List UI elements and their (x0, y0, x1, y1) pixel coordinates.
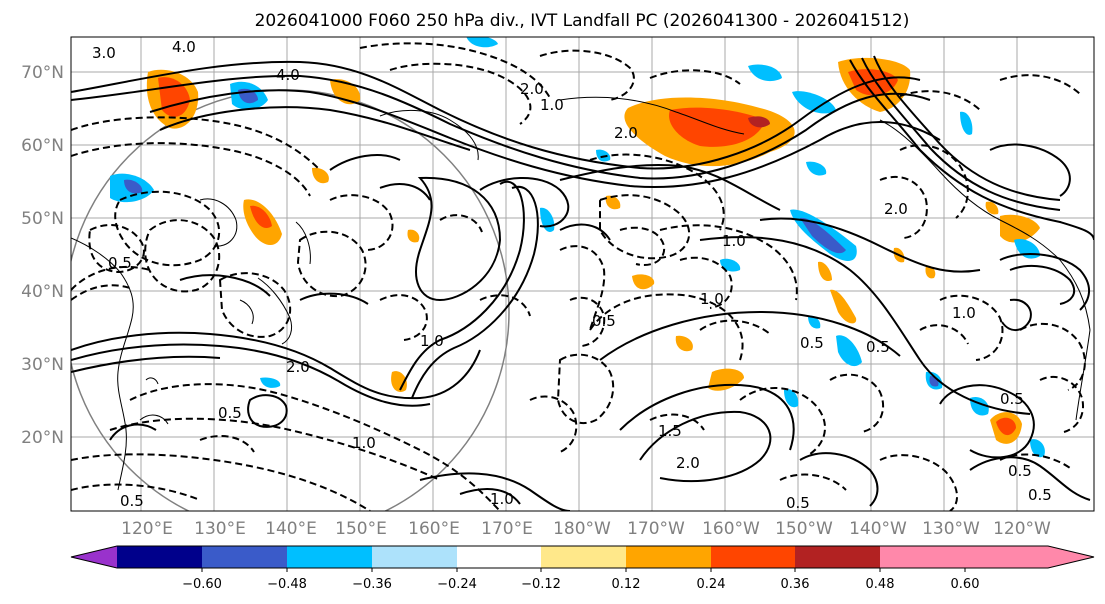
contour-label: 1.5 (658, 422, 682, 440)
colorbar-bin (541, 546, 626, 568)
colorbar-tick-label: 0.24 (697, 577, 726, 592)
contour-label: 0.5 (1028, 486, 1052, 504)
contour-label: 2.0 (520, 80, 544, 98)
colorbar-bin (287, 546, 372, 568)
lat-label: 70°N (21, 63, 64, 83)
colorbar-bin (372, 546, 457, 568)
colorbar-tick-label: 0.60 (951, 577, 980, 592)
longitude-labels: 120°E 130°E 140°E 150°E 160°E 170°E 180°… (121, 519, 1051, 539)
contour-label: 2.0 (286, 358, 310, 376)
lon-label: 120°W (993, 519, 1051, 539)
contour-label: 0.5 (120, 492, 144, 510)
contour-label: 0.5 (1000, 390, 1024, 408)
lon-label: 140°E (265, 519, 317, 539)
solid-contours (71, 55, 1094, 511)
contour-label: 3.0 (92, 44, 116, 62)
lat-label: 40°N (21, 282, 64, 302)
lon-label: 150°W (775, 519, 833, 539)
lon-label: 120°E (121, 519, 173, 539)
contour-label: 2.0 (614, 124, 638, 142)
lon-label: 140°W (849, 519, 907, 539)
contour-label: 2.0 (676, 454, 700, 472)
colorbar-bin (457, 546, 541, 568)
colorbar-tick-label: 0.36 (781, 577, 810, 592)
colorbar-outline (70, 545, 1095, 569)
contour-label: 1.0 (352, 434, 376, 452)
colorbar-tick-label: −0.12 (521, 577, 561, 592)
lon-label: 170°E (481, 519, 533, 539)
lat-label: 30°N (21, 355, 64, 375)
contour-label: 2.0 (884, 200, 908, 218)
lon-label: 130°W (922, 519, 980, 539)
lon-label: 180°W (553, 519, 611, 539)
colorbar-bin (202, 546, 287, 568)
map-panel: 3.0 4.0 4.0 2.0 1.0 2.0 0.5 1.0 1.0 1.5 … (71, 37, 1094, 512)
lon-label: 150°E (335, 519, 387, 539)
contour-label: 1.0 (952, 304, 976, 322)
colorbar-tick-label: −0.48 (267, 577, 307, 592)
lat-label: 20°N (21, 428, 64, 448)
lon-label: 130°E (194, 519, 246, 539)
colorbar-tick-label: −0.60 (182, 577, 222, 592)
contour-label: 1.0 (420, 332, 444, 350)
coastlines (71, 96, 1091, 491)
figure-title: 2026041000 F060 250 hPa div., IVT Landfa… (255, 11, 910, 31)
contour-label: 0.5 (866, 338, 890, 356)
contour-label: 1.0 (490, 490, 514, 508)
lat-label: 60°N (21, 136, 64, 156)
colorbar-tick-label: −0.36 (352, 577, 392, 592)
contour-label: 0.5 (218, 404, 242, 422)
lon-label: 170°W (627, 519, 685, 539)
colorbar-bin (711, 546, 795, 568)
contour-label: 1.0 (722, 232, 746, 250)
contour-label: 0.5 (786, 494, 810, 512)
contour-label: 1.0 (700, 290, 724, 308)
colorbar-extend-high (880, 546, 1094, 568)
colorbar-tick-label: 0.48 (866, 577, 895, 592)
contour-label: 0.5 (1008, 462, 1032, 480)
contour-label: 4.0 (276, 66, 300, 84)
lat-label: 50°N (21, 209, 64, 229)
colorbar-tick-label: −0.24 (437, 577, 477, 592)
divergence-shading (110, 37, 1045, 458)
contour-labels: 3.0 4.0 4.0 2.0 1.0 2.0 0.5 1.0 1.0 1.5 … (92, 38, 1052, 512)
colorbar-bin (117, 546, 202, 568)
colorbar: −0.60 −0.48 −0.36 −0.24 −0.12 0.12 0.24 … (70, 545, 1095, 592)
contour-label: 0.5 (108, 254, 132, 272)
colorbar-extend-low (71, 546, 117, 568)
colorbar-bin (795, 546, 880, 568)
contour-label: 1.0 (540, 96, 564, 114)
map-frame (70, 36, 1095, 512)
dashed-contours (71, 42, 1086, 511)
lon-label: 160°E (408, 519, 460, 539)
colorbar-tick-label: 0.12 (612, 577, 641, 592)
contour-label: 4.0 (172, 38, 196, 56)
lon-label: 160°W (702, 519, 760, 539)
latitude-labels: 70°N 60°N 50°N 40°N 30°N 20°N (21, 63, 64, 448)
contour-label: 0.5 (592, 312, 616, 330)
colorbar-bin (626, 546, 711, 568)
contour-label: 0.5 (800, 334, 824, 352)
